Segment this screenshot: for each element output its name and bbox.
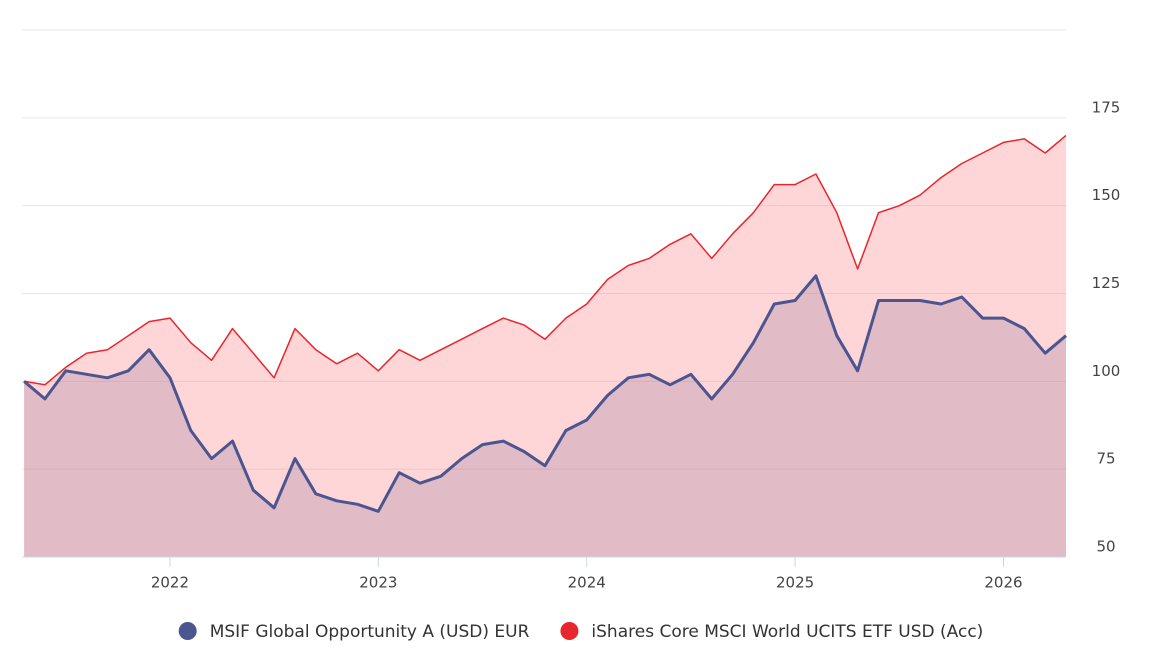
legend-marker <box>560 622 579 640</box>
x-tick-label: 2024 <box>568 574 606 592</box>
series-line <box>23 134 1067 386</box>
legend-item: MSIF Global Opportunity A (USD) EUR <box>178 622 530 642</box>
legend: MSIF Global Opportunity A (USD) EUR iShar… <box>178 622 983 642</box>
y-tick-label: 150 <box>1092 186 1121 204</box>
legend-label: iShares Core MSCI World UCITS ETF USD (A… <box>591 622 983 642</box>
series-area <box>24 135 1067 557</box>
y-tick-label: 50 <box>1096 538 1115 556</box>
plot-area: 50 75 100 125 150 175 2022 2023 2024 2025 2026 <box>22 29 1121 592</box>
legend-item: iShares Core MSCI World UCITS ETF USD (A… <box>560 622 983 642</box>
x-tick-label: 2026 <box>984 574 1022 592</box>
y-tick-label: 75 <box>1096 450 1115 468</box>
y-tick-label: 125 <box>1092 274 1121 292</box>
series-line <box>23 274 1067 513</box>
y-tick-label: 175 <box>1092 98 1121 116</box>
x-tick-label: 2023 <box>359 574 397 592</box>
legend-marker <box>178 622 197 640</box>
legend-label: MSIF Global Opportunity A (USD) EUR <box>210 622 530 642</box>
x-tick-label: 2022 <box>151 574 189 592</box>
y-tick-label: 100 <box>1092 362 1121 380</box>
x-tick-label: 2025 <box>776 574 814 592</box>
